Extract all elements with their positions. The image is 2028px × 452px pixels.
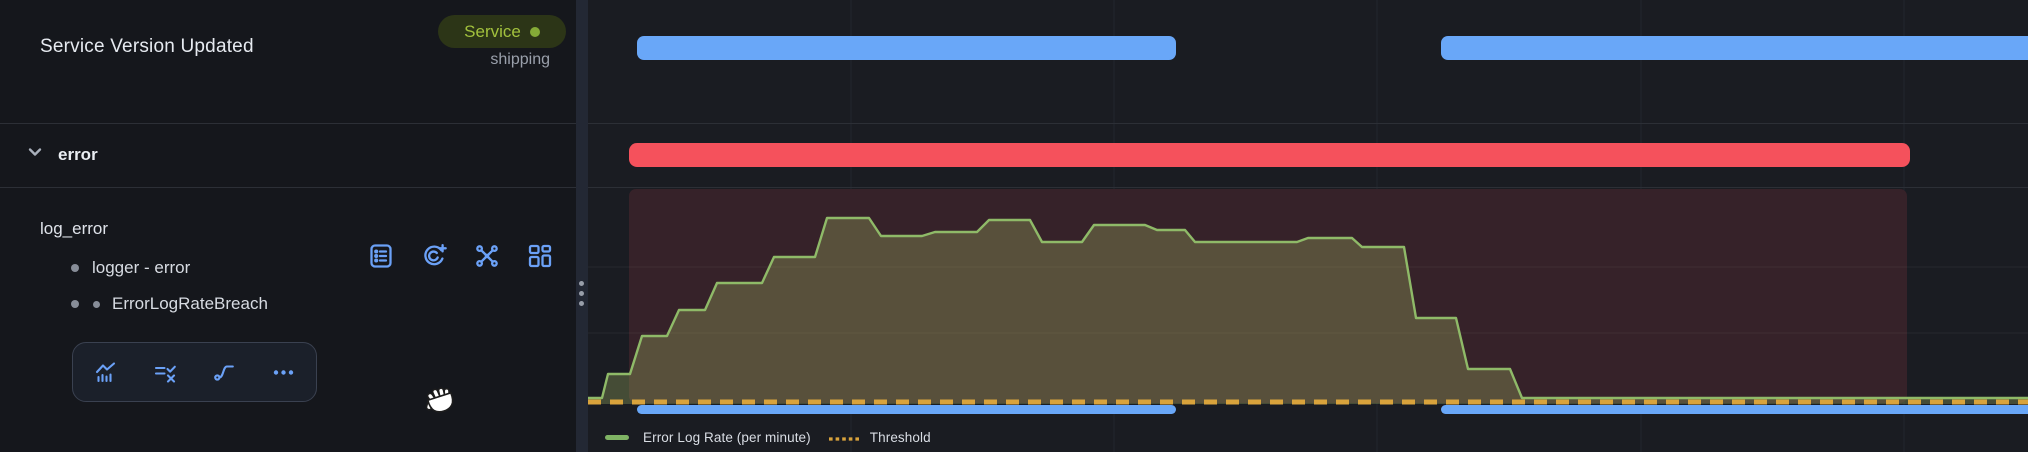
event-span-bar-small[interactable]: [637, 405, 1176, 414]
event-span-bar-small[interactable]: [1441, 405, 2028, 414]
bullet-icon: [71, 264, 79, 272]
hub-icon[interactable]: [473, 242, 501, 270]
detail-action-icons: [367, 242, 554, 270]
service-health-dot-icon: [529, 26, 540, 37]
panel-resize-divider[interactable]: [576, 0, 588, 452]
event-span-bar[interactable]: [1441, 36, 2028, 60]
service-name: shipping: [490, 51, 550, 68]
event-span-bar[interactable]: [629, 143, 1910, 167]
service-badge-label: Service: [464, 21, 521, 41]
threshold-swatch-icon[interactable]: [828, 430, 859, 445]
list-item-label: logger - error: [92, 258, 191, 277]
chevron-down-icon[interactable]: [25, 142, 45, 167]
list-item: ErrorLogRateBreach: [0, 293, 268, 315]
list-item-label: ErrorLogRateBreach: [112, 294, 268, 313]
list-item: logger - error: [0, 257, 190, 279]
refresh-add-icon[interactable]: [420, 242, 448, 270]
legend-threshold-label[interactable]: Threshold: [869, 430, 931, 445]
bullet-icon: [93, 300, 100, 308]
more-icon[interactable]: [271, 360, 296, 385]
detail-title: log_error: [40, 219, 109, 238]
group-label: error: [58, 144, 98, 164]
quick-actions-toolbar: [72, 342, 317, 402]
error-rate-area-fill[interactable]: [588, 218, 2028, 404]
list-check-icon[interactable]: [152, 360, 177, 385]
group-row-error[interactable]: error: [25, 142, 98, 167]
report-list-icon[interactable]: [367, 242, 395, 270]
left-panel: Service Version Updated Service shipping…: [0, 0, 576, 452]
service-badge[interactable]: Service: [438, 15, 566, 48]
bullet-icon: [71, 300, 79, 308]
event-span-bar[interactable]: [637, 36, 1176, 60]
error-rate-line[interactable]: [588, 216, 2028, 400]
event-title: Service Version Updated: [40, 36, 254, 57]
chart-legend: Error Log Rate (per minute) Threshold: [605, 430, 931, 445]
series-swatch-icon[interactable]: [605, 435, 629, 440]
legend-series-label[interactable]: Error Log Rate (per minute): [643, 430, 811, 445]
analytics-icon[interactable]: [93, 360, 118, 385]
dashboard-icon[interactable]: [526, 242, 554, 270]
alert-annotation-region[interactable]: [629, 189, 1907, 403]
function-icon[interactable]: [212, 360, 237, 385]
drag-handle-icon[interactable]: [579, 281, 584, 306]
